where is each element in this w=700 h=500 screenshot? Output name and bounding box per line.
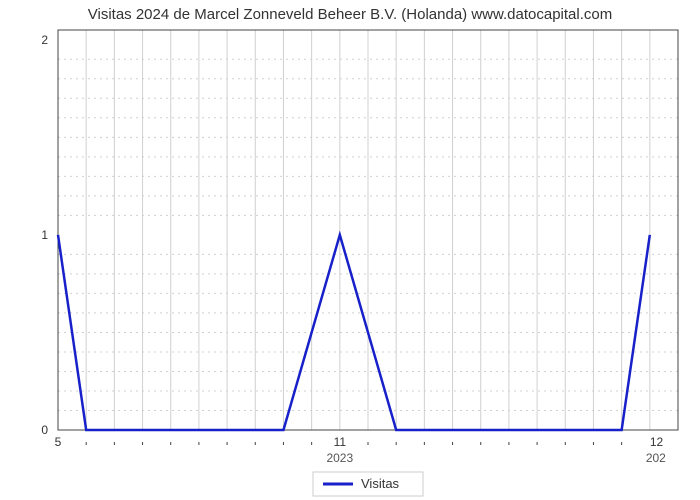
y-tick-label: 2 [41,33,48,47]
x-tick-label: 5 [55,435,62,449]
y-tick-label: 0 [41,423,48,437]
x-axis-sublabel: 2023 [326,451,353,465]
x-tick-label: 12 [650,435,664,449]
x-tick-label: 11 [334,435,347,449]
chart-container: Visitas 2024 de Marcel Zonneveld Beheer … [0,0,700,500]
x-axis-right-sublabel: 202 [646,451,666,465]
legend: Visitas [313,472,423,496]
legend-label: Visitas [361,476,400,491]
chart-svg: 012 51112 2023 202 Visitas [0,0,700,500]
y-tick-label: 1 [41,228,48,242]
